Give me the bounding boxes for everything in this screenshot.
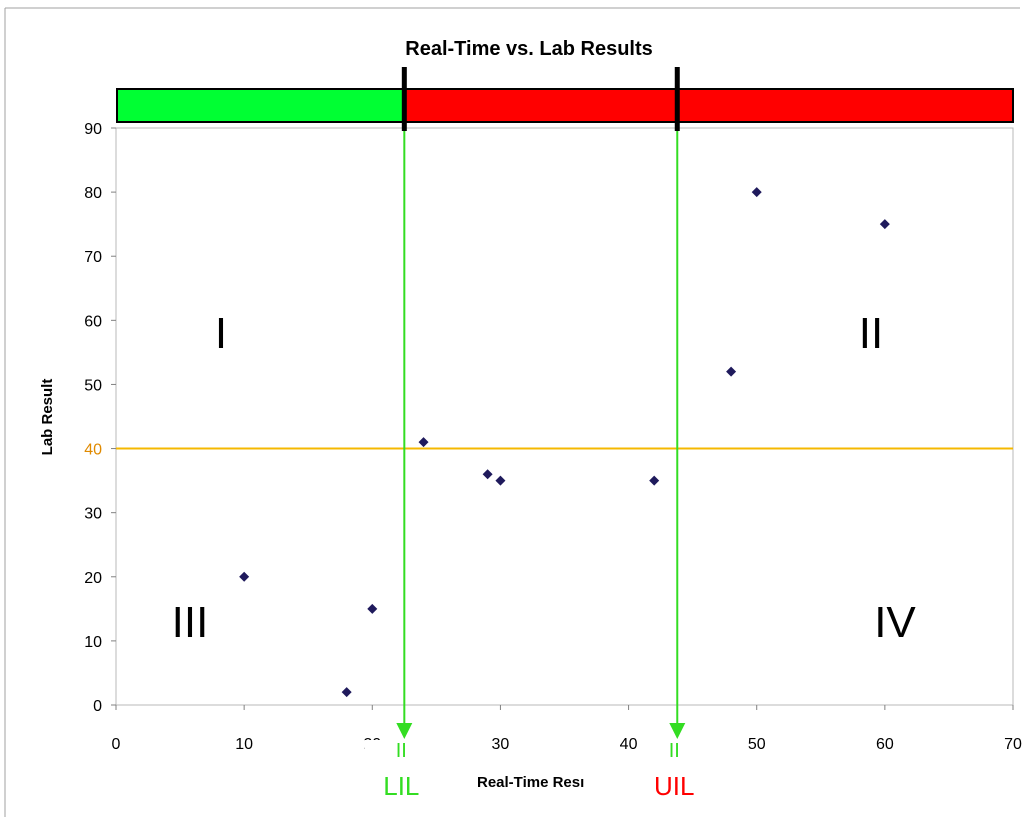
data-point [367, 603, 378, 614]
y-tick-label: 30 [84, 506, 102, 523]
bar-out-of-spec-segment [403, 88, 1015, 123]
limit-label: LIL [383, 771, 419, 801]
y-tick-label: 20 [84, 570, 102, 587]
limit-bar [116, 67, 1015, 131]
y-tick-label: 90 [84, 121, 102, 138]
y-tick-label: 0 [93, 698, 102, 715]
quadrant-label: I [215, 309, 227, 358]
y-tick-label: 70 [84, 249, 102, 266]
x-tick-label: 10 [235, 736, 253, 753]
data-point [751, 187, 762, 198]
x-axis-label: Real-Time Resı [477, 774, 584, 791]
y-tick-label: 80 [84, 185, 102, 202]
y-tick-label: 10 [84, 634, 102, 651]
bar-in-spec-segment [116, 88, 406, 123]
quadrant-label: II [859, 309, 883, 358]
limit-label: UIL [654, 771, 694, 801]
data-points [239, 187, 890, 698]
plot-area [115, 127, 1014, 706]
y-axis-ticks: 0 10 20 30 40 50 60 70 80 90 [84, 121, 116, 715]
limit-label-box [364, 740, 445, 802]
quadrant-label: IV [874, 598, 916, 647]
x-tick-label: 0 [112, 736, 121, 753]
x-tick-label: 40 [620, 736, 638, 753]
limit-lines [396, 131, 686, 739]
x-tick-label: 70 [1004, 736, 1022, 753]
x-tick-label: 30 [492, 736, 510, 753]
data-point [418, 437, 429, 448]
data-point [482, 469, 493, 480]
data-point [879, 219, 890, 230]
x-tick-label: 50 [748, 736, 766, 753]
limit-arrow-mark: II [669, 740, 680, 762]
limit-arrow [669, 723, 686, 739]
x-tick-label: 60 [876, 736, 894, 753]
y-tick-label: 60 [84, 313, 102, 330]
y-tick-label: 40 [84, 442, 102, 459]
data-point [649, 475, 660, 486]
data-point [726, 366, 737, 377]
data-point [239, 571, 250, 582]
limit-arrow-mark: II [396, 740, 407, 762]
y-tick-label: 50 [84, 377, 102, 394]
y-axis-label: Lab Result [39, 379, 56, 456]
limit-labels: II LIL II UIL [364, 740, 718, 802]
limit-arrow [396, 723, 413, 739]
quadrant-label: III [172, 598, 209, 647]
data-point [495, 475, 506, 486]
chart-title: Real-Time vs. Lab Results [405, 38, 653, 60]
limit-label-box [637, 740, 718, 802]
data-point [341, 687, 352, 698]
